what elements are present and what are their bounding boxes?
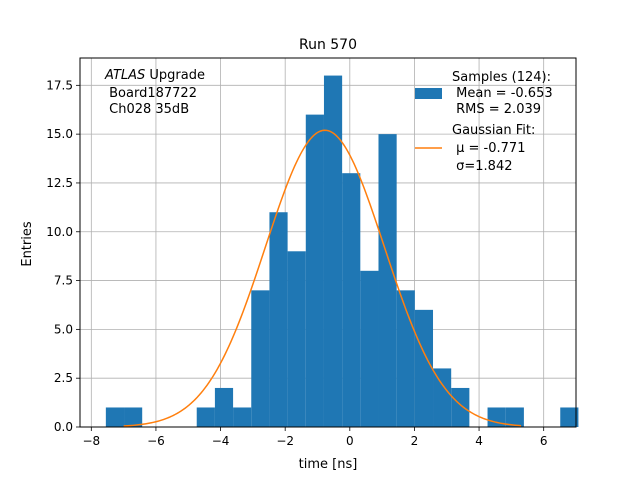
histogram-bar: [378, 134, 397, 427]
x-tick-label: 2: [411, 434, 419, 448]
y-tick-label: 2.5: [54, 371, 73, 385]
chart-title: Run 570: [299, 37, 357, 53]
gaussian-fit-line: [123, 129, 522, 427]
histogram-bar: [124, 407, 143, 427]
histogram-bar: [233, 407, 252, 427]
histogram-bar: [487, 407, 506, 427]
plot-frame: [79, 57, 577, 428]
legend-fit-mu: μ = -0.771: [452, 141, 525, 156]
annotation-channel: Ch028 35dB: [105, 102, 189, 117]
annotation-upgrade: Upgrade: [145, 68, 205, 83]
histogram-bar: [196, 407, 215, 427]
x-tick-label: 4: [475, 434, 483, 448]
legend-hist-title: Samples (124):: [452, 70, 551, 85]
legend-hist-mean: Mean = -0.653: [452, 86, 553, 101]
x-tick-label: 6: [540, 434, 548, 448]
histogram-bar: [451, 387, 470, 427]
histogram-bar: [287, 251, 306, 427]
y-tick-label: 15.0: [46, 127, 73, 141]
histogram-bar: [342, 173, 361, 427]
y-tick-label: 12.5: [46, 176, 73, 190]
annotation-atlas: ATLAS: [104, 68, 145, 83]
x-tick-label: −6: [147, 434, 165, 448]
histogram-bar: [214, 387, 234, 427]
histogram-bar: [251, 290, 270, 427]
histogram-bar: [305, 114, 324, 427]
legend-fit-sigma: σ=1.842: [452, 159, 512, 174]
annotation-board: Board187722: [105, 86, 197, 101]
x-tick-label: −2: [276, 434, 294, 448]
x-axis-ticks: −8 −6 −4 −2 0 2 4 6: [82, 427, 548, 448]
y-tick-label: 17.5: [46, 78, 73, 92]
histogram-bar: [505, 407, 524, 427]
histogram-bar: [105, 407, 125, 427]
histogram-bar: [323, 75, 343, 428]
y-axis-label: Entries: [20, 221, 35, 267]
histogram-bar: [360, 270, 379, 427]
x-tick-label: −8: [82, 434, 100, 448]
x-axis-label: time [ns]: [299, 457, 358, 472]
histogram-bars: [105, 75, 579, 428]
y-axis-ticks: 0.0 2.5 5.0 7.5 10.0 12.5 15.0 17.5: [46, 78, 80, 434]
y-tick-label: 10.0: [46, 225, 73, 239]
legend-hist-rms: RMS = 2.039: [452, 102, 541, 117]
histogram-bar: [269, 212, 288, 427]
y-tick-label: 5.0: [54, 322, 73, 336]
y-tick-label: 0.0: [54, 420, 73, 434]
histogram-bar: [560, 407, 579, 427]
legend: Samples (124): Mean = -0.653 RMS = 2.039…: [415, 70, 553, 174]
x-tick-label: 0: [346, 434, 354, 448]
histogram-bar: [396, 290, 415, 427]
legend-fit-title: Gaussian Fit:: [452, 123, 535, 138]
atlas-annotation: ATLAS Upgrade Board187722 Ch028 35dB: [104, 68, 205, 117]
x-tick-label: −4: [212, 434, 230, 448]
gaussian-fit: [123, 129, 522, 427]
annotation-line-1: ATLAS Upgrade: [104, 68, 205, 83]
y-tick-label: 7.5: [54, 274, 73, 288]
legend-hist-swatch: [415, 88, 442, 99]
histogram-bar: [414, 309, 434, 427]
histogram-bar: [433, 368, 452, 427]
